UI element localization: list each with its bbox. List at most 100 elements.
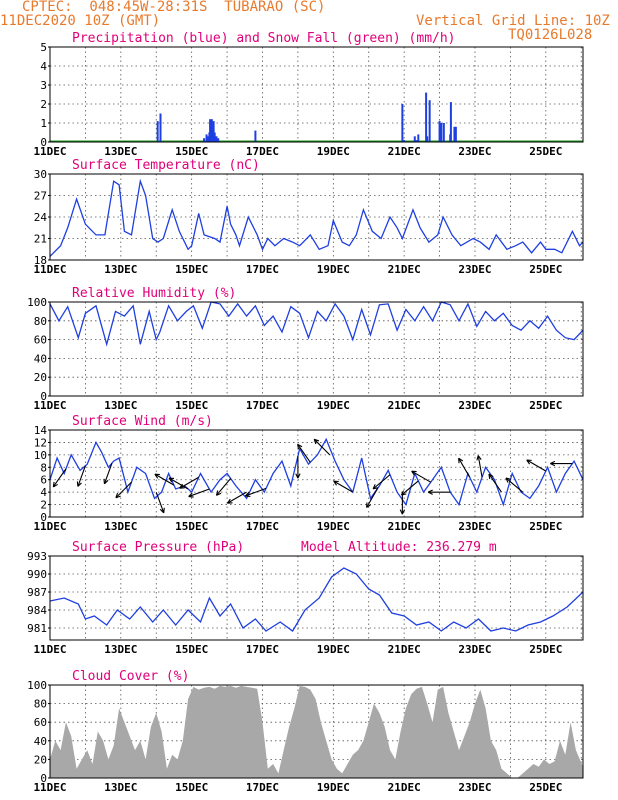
wind-arrow-shaft: [154, 473, 175, 486]
y-tick-label: 80: [34, 315, 47, 328]
x-tick-label: 25DEC: [529, 263, 562, 276]
x-tick-label: 25DEC: [529, 145, 562, 158]
wind-arrow-shaft: [333, 480, 354, 493]
precip-bar: [212, 121, 215, 142]
wind-arrow-shaft: [115, 481, 132, 499]
x-tick-label: 21DEC: [388, 145, 421, 158]
y-tick-label: 4: [40, 60, 47, 73]
y-tick-label: 3: [40, 79, 47, 92]
wind-arrow: [155, 491, 165, 514]
wind-arrow: [227, 491, 247, 504]
precip-bar: [440, 123, 443, 142]
x-tick-label: 15DEC: [175, 263, 208, 276]
x-tick-label: 11DEC: [33, 263, 66, 276]
wind-arrow-head: [168, 477, 173, 483]
wind-arrow-shaft: [488, 473, 502, 493]
wind-arrow-head: [476, 455, 479, 461]
x-tick-label: 21DEC: [388, 643, 421, 656]
y-tick-label: 987: [27, 586, 47, 599]
x-tick-label: 13DEC: [104, 145, 137, 158]
wind-arrow: [76, 465, 86, 487]
x-tick-label: 15DEC: [175, 520, 208, 533]
panel-frame: [49, 555, 584, 641]
precip-bar: [206, 136, 209, 142]
wind-arrow: [215, 478, 232, 496]
precip-bar: [217, 138, 220, 142]
x-tick-label: 13DEC: [104, 781, 137, 794]
y-tick-label: 100: [27, 679, 47, 692]
y-tick-label: 27: [34, 190, 47, 203]
y-tick-label: 21: [34, 233, 47, 246]
x-tick-label: 15DEC: [175, 643, 208, 656]
wind-arrow: [526, 459, 547, 472]
x-tick-label: 13DEC: [104, 399, 137, 412]
wind-arrow-head: [427, 491, 433, 495]
y-tick-label: 0: [40, 390, 47, 403]
wind-arrow-head: [103, 478, 105, 484]
wind-arrow-head: [245, 495, 251, 497]
wind-arrow-head: [244, 491, 250, 497]
wind-arrow-shaft: [477, 455, 483, 478]
wind-arrow-head: [115, 495, 121, 499]
panel-frame: [49, 46, 584, 143]
x-tick-label: 21DEC: [388, 520, 421, 533]
wind-arrow: [115, 481, 132, 499]
precip-bar: [215, 136, 218, 142]
wind-arrow-head: [401, 493, 407, 496]
run-time-label: 11DEC2020 10Z (GMT): [0, 13, 161, 29]
wind-arrow-shaft: [297, 443, 311, 463]
panel-5: [48, 684, 584, 779]
x-tick-label: 21DEC: [388, 399, 421, 412]
wind-arrow-head: [401, 509, 406, 515]
wind-arrow-shaft: [366, 488, 379, 508]
y-tick-label: 14: [34, 424, 48, 437]
wind-arrow: [244, 487, 267, 497]
wind-arrow-head: [333, 480, 338, 486]
wind-arrow: [411, 470, 431, 483]
y-tick-label: 24: [34, 211, 48, 224]
wind-arrow-head: [159, 508, 165, 514]
x-tick-label: 23DEC: [458, 145, 491, 158]
wind-arrow: [188, 488, 210, 498]
y-tick-label: 981: [27, 622, 47, 635]
x-tick-label: 19DEC: [317, 145, 350, 158]
wind-arrow-head: [458, 457, 464, 462]
wind-arrow-shaft: [458, 457, 471, 478]
wind-arrow-shaft: [216, 478, 232, 496]
panel-title: Relative Humidity (%): [72, 286, 236, 301]
y-tick-label: 0: [40, 136, 47, 149]
wind-arrow-shaft: [188, 488, 210, 498]
precip-bar: [425, 92, 428, 142]
precip-bar: [426, 136, 429, 142]
y-tick-label: 2: [40, 499, 47, 512]
panel-title: Surface Pressure (hPa): [72, 540, 244, 555]
wind-arrow-head: [526, 459, 531, 465]
x-tick-label: 21DEC: [388, 263, 421, 276]
precip-bar: [417, 134, 420, 142]
wind-arrow-head: [366, 504, 372, 508]
wind-arrow-head: [505, 477, 509, 483]
panel-1: [48, 173, 584, 261]
x-tick-label: 15DEC: [175, 399, 208, 412]
wind-arrow: [427, 489, 451, 495]
x-tick-label: 19DEC: [317, 520, 350, 533]
panel-2: [48, 301, 584, 397]
y-tick-label: 12: [34, 436, 47, 449]
wind-arrow: [366, 488, 379, 508]
series-line: [49, 178, 584, 257]
wind-arrow-head: [297, 473, 301, 479]
precip-bar: [205, 134, 208, 142]
wind-arrow: [313, 438, 331, 456]
x-tick-label: 19DEC: [317, 781, 350, 794]
wind-arrow-head: [399, 509, 403, 515]
x-tick-label: 21DEC: [388, 781, 421, 794]
wind-arrow: [295, 456, 301, 479]
y-tick-label: 990: [27, 568, 47, 581]
panel-frame: [49, 684, 584, 779]
y-tick-label: 60: [34, 716, 47, 729]
x-tick-label: 25DEC: [529, 399, 562, 412]
x-tick-label: 11DEC: [33, 643, 66, 656]
wind-arrow-head: [297, 444, 300, 450]
precip-bar: [213, 132, 216, 142]
precip-bar: [442, 123, 445, 142]
